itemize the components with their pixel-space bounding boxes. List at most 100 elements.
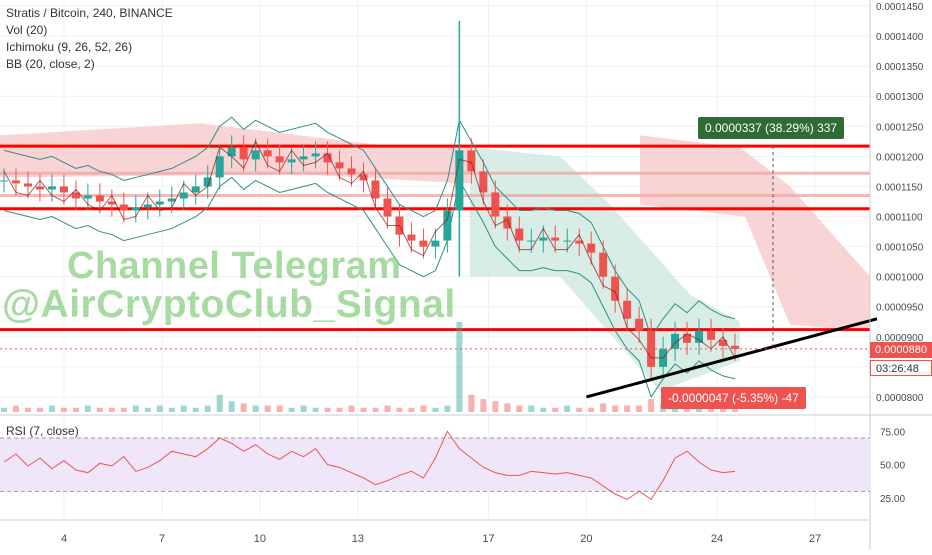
volume-bar [60, 407, 67, 412]
bb-indicator-label[interactable]: BB (20, close, 2) [6, 57, 95, 71]
candle-body [407, 234, 416, 241]
volume-bar [732, 407, 738, 412]
volume-bar [504, 403, 511, 412]
candle-body [527, 240, 536, 242]
candle-body [383, 198, 392, 217]
volume-bar [216, 394, 223, 412]
candle-body [371, 180, 380, 199]
price-tick-label: 0.0001300 [876, 92, 924, 103]
candle-body [443, 210, 452, 241]
candle-body [623, 300, 632, 319]
trendline [586, 317, 878, 399]
rsi-indicator-label[interactable]: RSI (7, close) [6, 424, 79, 438]
candle-body [167, 198, 176, 202]
time-tick-label: 24 [711, 533, 723, 545]
volume-bar [180, 405, 187, 412]
volume-bar [12, 405, 19, 412]
volume-bar [324, 407, 331, 412]
volume-bar [600, 403, 607, 412]
candle-body [503, 216, 512, 229]
time-tick-label: 7 [159, 533, 165, 545]
volume-bar [204, 405, 211, 412]
volume-bar [264, 405, 271, 412]
volume-bar [420, 405, 427, 412]
volume-bar [552, 407, 559, 412]
volume-bar [72, 407, 79, 412]
volume-bar [228, 401, 235, 412]
measure-down-badge: -0.0000047 (-5.35%) -47 [661, 387, 806, 409]
volume-bar [84, 405, 91, 412]
price-tick-label: 0.0001100 [876, 213, 923, 224]
volume-bar [192, 407, 199, 412]
volume-bar [648, 399, 655, 412]
volume-bar [132, 405, 139, 412]
symbol-title[interactable]: Stratis / Bitcoin, 240, BINANCE [6, 6, 173, 20]
price-tick-label: 0.0001200 [876, 152, 924, 163]
candle-body [83, 195, 92, 199]
candle-body [719, 339, 728, 346]
candle-body [203, 177, 212, 187]
candle-body [419, 240, 428, 247]
candle-body [707, 330, 716, 340]
candle-body [275, 156, 284, 163]
countdown-tag: 03:26:48 [870, 360, 932, 376]
candle-body [563, 240, 572, 242]
volume-bar [564, 405, 571, 412]
candle-body [179, 192, 188, 199]
candle-body [635, 318, 644, 331]
rsi-tick-label: 50.00 [880, 461, 905, 472]
candle-body [599, 252, 608, 277]
candle-body [119, 204, 128, 211]
chart-legend: Stratis / Bitcoin, 240, BINANCE Vol (20)… [6, 5, 173, 73]
candle-body [467, 150, 476, 172]
volume-bar [636, 405, 643, 412]
volume-bar [36, 407, 43, 412]
bollinger-upper [3, 116, 736, 338]
volume-bar [240, 403, 247, 412]
candle-body [251, 150, 260, 160]
price-tick-label: 0.0000950 [876, 303, 924, 314]
bollinger-lower [3, 176, 736, 399]
price-tick-label: 0.0001450 [876, 2, 924, 13]
volume-bar [300, 405, 307, 412]
candle-body [695, 330, 704, 343]
volume-bar [96, 407, 103, 412]
volume-bar [396, 407, 403, 412]
ichimoku-indicator-label[interactable]: Ichimoku (9, 26, 52, 26) [6, 40, 133, 54]
volume-bar [372, 407, 379, 412]
time-tick-label: 20 [580, 533, 592, 545]
candle-body [587, 243, 596, 253]
time-tick-label: 27 [809, 533, 821, 545]
volume-bar [156, 405, 163, 412]
candle-body [263, 150, 272, 157]
candle-body [0, 180, 8, 182]
candle-body [359, 174, 368, 181]
ichimoku-base-line [3, 140, 736, 359]
candle-body [611, 276, 620, 301]
volume-bar [168, 407, 175, 412]
candle-body [539, 237, 548, 241]
volume-bar [348, 405, 355, 412]
candle-body [155, 201, 164, 205]
candle-body [671, 333, 680, 349]
candle-body [731, 345, 739, 349]
candle-body [191, 186, 200, 193]
candle-body [47, 186, 56, 190]
candle-body [551, 237, 560, 241]
watermark-line-2: @AirCryptoClub_Signal [2, 283, 456, 326]
volume-bar [384, 405, 391, 412]
candle-body [35, 186, 44, 190]
volume-bar [576, 407, 583, 412]
candle-body [71, 192, 80, 199]
candle-body [95, 195, 104, 202]
vol-indicator-label[interactable]: Vol (20) [6, 23, 48, 37]
candle-body [239, 147, 248, 160]
rsi-tick-label: 75.00 [880, 427, 905, 438]
rsi-band [0, 438, 870, 492]
candle-body [479, 171, 488, 193]
price-tick-label: 0.0000900 [876, 333, 924, 344]
candle-body [11, 180, 20, 184]
candle-body [491, 192, 500, 217]
